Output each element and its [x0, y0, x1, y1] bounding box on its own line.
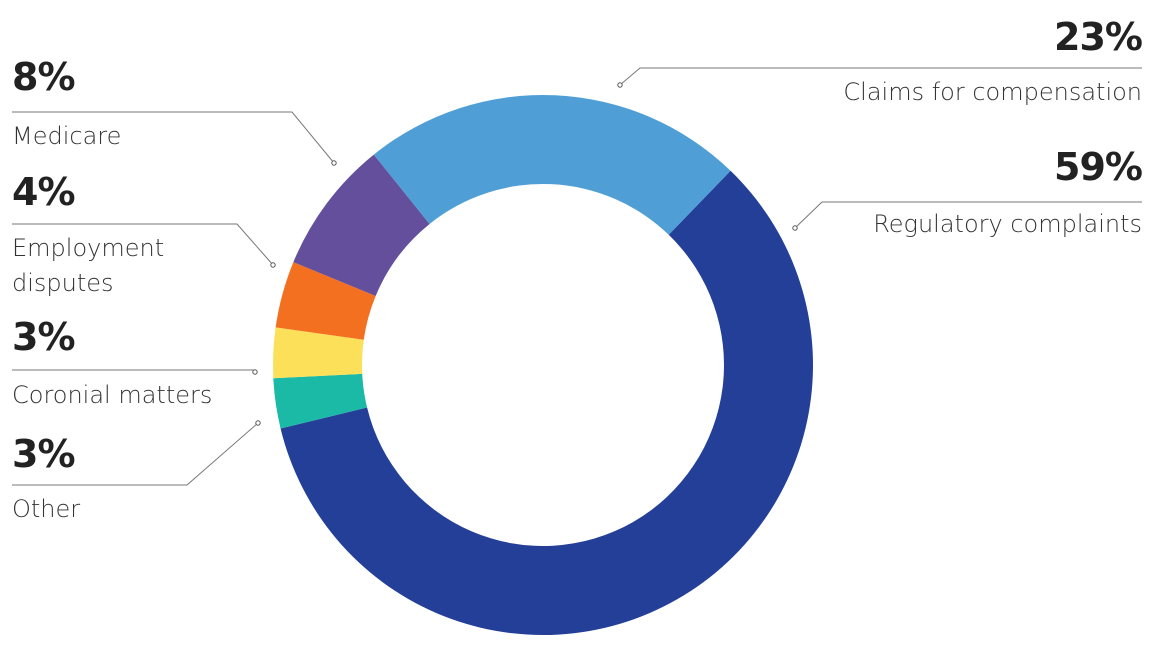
leader-line [12, 422, 259, 486]
donut-slice [273, 327, 364, 379]
leader-dot [617, 82, 623, 88]
value-label: 3% [12, 432, 76, 476]
donut-slice [275, 262, 376, 340]
category-label: Other [12, 495, 81, 523]
leader-dot [270, 262, 276, 268]
donut-slice [293, 154, 430, 297]
category-label: Claims for compensation [843, 78, 1142, 106]
leader-line [12, 369, 256, 373]
leader-line [12, 223, 274, 266]
value-label: 59% [1054, 145, 1143, 189]
leader-dot [792, 225, 798, 231]
value-label: 8% [12, 55, 76, 99]
donut-slice [373, 95, 731, 235]
value-label: 23% [1054, 15, 1143, 59]
leader-dot [331, 160, 337, 166]
category-label: Medicare [12, 122, 122, 150]
category-label: Regulatory complaints [873, 210, 1142, 238]
leader-line [12, 111, 335, 164]
value-label: 3% [12, 315, 76, 359]
leader-line [619, 67, 1142, 86]
value-label: 4% [12, 170, 76, 214]
category-label: Employment disputes [12, 234, 165, 297]
leader-dot [255, 420, 261, 426]
leader-dot [252, 369, 258, 375]
donut-slice [280, 170, 814, 636]
leader-line [794, 201, 1142, 229]
donut-slice [273, 373, 368, 429]
category-label: Coronial matters [12, 381, 213, 409]
